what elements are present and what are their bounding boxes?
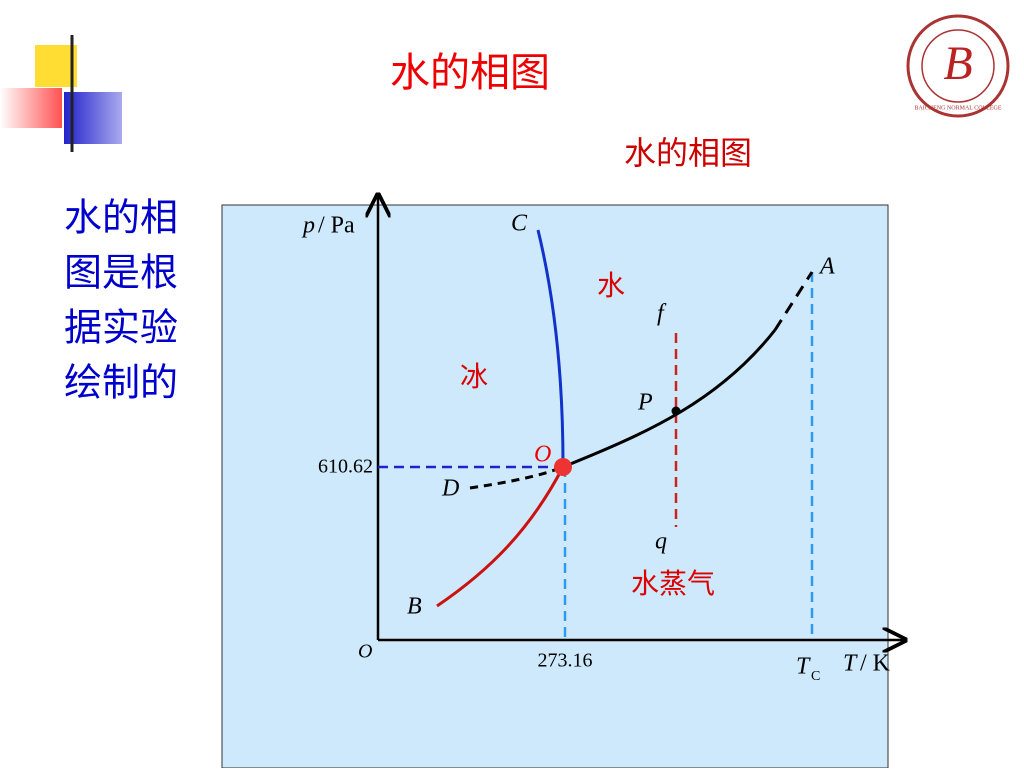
- y-symbol: p: [301, 213, 315, 239]
- region-water: 水: [597, 269, 625, 302]
- label-o: O: [534, 442, 551, 468]
- critical-subscript: C: [811, 669, 820, 684]
- point-p: [671, 406, 681, 416]
- label-a: A: [818, 254, 835, 280]
- x-unit: / K: [860, 651, 891, 677]
- region-ice: 冰: [460, 360, 488, 393]
- subtitle: 水的相图: [624, 134, 752, 172]
- side-text-line: 图是根: [64, 251, 178, 295]
- label-c: C: [511, 211, 528, 237]
- slide-title: 水的相图: [390, 50, 550, 96]
- diagram-panel: [221, 204, 889, 769]
- logo-letter: B: [943, 37, 972, 90]
- decoration: [0, 35, 1010, 152]
- logo-caption: BAICHENG NORMAL COLLEGE: [914, 105, 1001, 111]
- region-vapor: 水蒸气: [631, 567, 715, 600]
- y-unit: / Pa: [318, 213, 355, 239]
- logo: B BAICHENG NORMAL COLLEGE: [906, 14, 1010, 118]
- label-b: B: [407, 594, 422, 620]
- diagram-labels: p / Pa T / K O 610.62 273.16 T C C A f P…: [301, 211, 891, 685]
- origin: O: [358, 641, 372, 663]
- side-text-line: 据实验: [64, 306, 178, 350]
- x-symbol: T: [843, 651, 858, 677]
- critical-symbol: T: [796, 654, 811, 680]
- side-text-line: 水的相: [64, 196, 178, 240]
- melting-curve: [536, 229, 565, 466]
- triple-point: [554, 458, 572, 476]
- label-f: f: [657, 301, 667, 327]
- vaporization-curve: [562, 329, 777, 469]
- label-q: q: [655, 529, 667, 555]
- pressure-label: 610.62: [318, 456, 373, 478]
- side-text-line: 绘制的: [64, 361, 178, 405]
- label-d: D: [441, 476, 459, 502]
- label-p: P: [637, 390, 653, 416]
- phase-diagram: [378, 195, 905, 640]
- temperature-label: 273.16: [538, 650, 593, 672]
- vaporization-extension: [773, 271, 814, 331]
- sublimation-curve: [436, 466, 565, 608]
